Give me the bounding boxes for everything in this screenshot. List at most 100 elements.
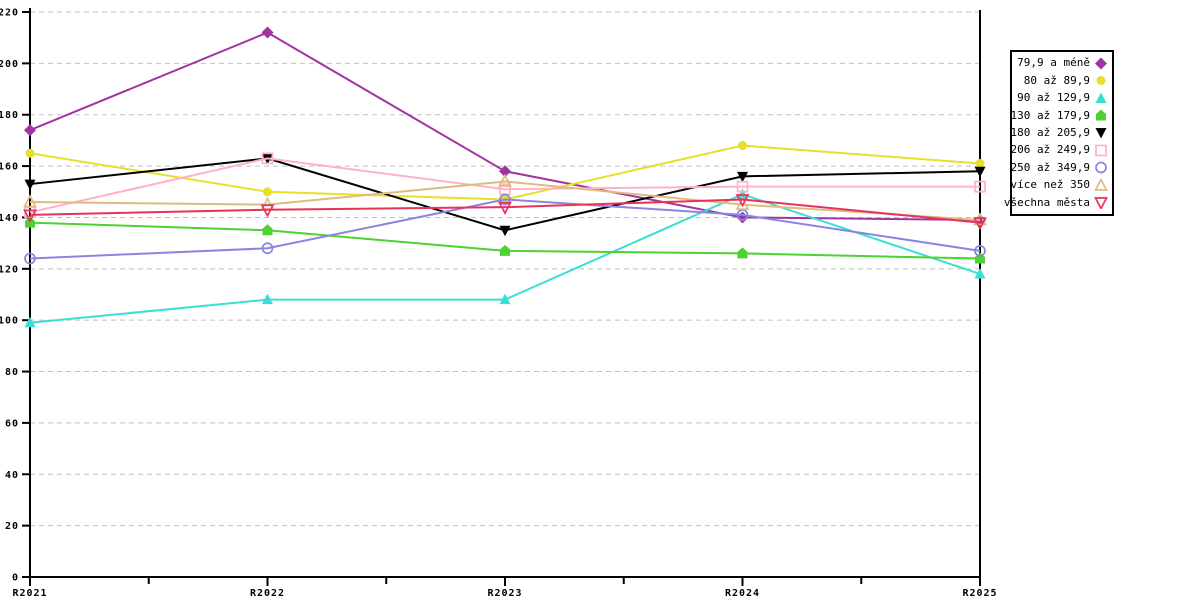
series-8	[23, 194, 987, 231]
data-point-marker	[1095, 128, 1107, 139]
legend-item: 80 až 89,9	[1016, 73, 1108, 89]
data-point-marker	[1095, 92, 1107, 103]
data-point-marker	[974, 166, 986, 178]
data-point-marker	[736, 180, 749, 193]
data-point-marker	[500, 244, 510, 256]
data-point-marker	[499, 293, 511, 305]
data-point-marker	[973, 212, 987, 226]
series-line	[29, 31, 981, 222]
y-tick-label: 220	[0, 8, 19, 19]
legend-label: všechna města	[1003, 195, 1090, 209]
x-tick-label: R2023	[487, 588, 522, 599]
legend-label: 206 až 249,9	[1010, 143, 1090, 157]
legend-label: 79,9 a méně	[1017, 56, 1090, 70]
triangle-up-marker-icon	[1094, 178, 1108, 191]
legend-item: 90 až 129,9	[1016, 90, 1108, 106]
triangle-down-marker-icon	[1095, 128, 1107, 139]
legend-label: 90 až 129,9	[1017, 91, 1090, 105]
x-tick-label: R2022	[250, 588, 285, 599]
data-point-marker	[738, 141, 747, 151]
data-point-marker	[24, 316, 36, 328]
legend-item: 180 až 205,9	[1011, 125, 1108, 141]
data-point-marker	[975, 159, 985, 169]
x-tick-label: R2024	[725, 588, 760, 599]
circle-marker-icon	[1096, 76, 1106, 86]
data-point-marker	[262, 293, 273, 305]
data-point-marker	[735, 196, 750, 210]
square-marker-icon	[1095, 144, 1107, 157]
data-point-marker	[263, 187, 272, 197]
y-tick-label: 100	[0, 316, 19, 327]
data-point-marker	[737, 188, 748, 199]
series-6	[24, 193, 986, 265]
triangle-down-marker-icon	[1094, 197, 1108, 210]
data-point-marker	[1096, 76, 1106, 86]
legend-item: 206 až 249,9	[1011, 142, 1108, 158]
data-point-marker	[737, 247, 748, 259]
legend-label: 250 až 349,9	[1010, 160, 1090, 174]
data-point-marker	[737, 171, 748, 183]
series-line	[29, 198, 981, 224]
data-point-marker	[1096, 109, 1106, 121]
data-point-marker	[24, 124, 36, 137]
series-line	[29, 198, 981, 260]
data-point-marker	[1094, 178, 1108, 191]
data-point-marker	[498, 173, 512, 187]
legend-item: více než 350	[1011, 177, 1108, 193]
series-line	[29, 157, 980, 214]
y-tick-label: 80	[5, 367, 19, 378]
legend-item: 130 až 179,9	[1011, 108, 1108, 124]
data-point-marker	[974, 244, 986, 257]
series-4	[24, 153, 986, 237]
data-point-marker	[1095, 144, 1107, 157]
data-point-marker	[262, 224, 273, 236]
triangle-up-marker-icon	[1095, 92, 1107, 103]
data-point-marker	[974, 180, 986, 193]
y-tick-label: 120	[0, 264, 19, 275]
data-point-marker	[974, 267, 986, 279]
data-point-marker	[499, 225, 511, 237]
y-tick-label: 40	[5, 470, 19, 481]
series-5	[24, 152, 986, 219]
data-point-marker	[499, 193, 511, 206]
data-point-marker	[24, 179, 36, 191]
y-tick-label: 140	[0, 213, 19, 224]
legend-box: 79,9 a méně 80 až 89,9 90 až 129,9 130 až 1…	[1004, 50, 1114, 216]
y-tick-label: 60	[5, 418, 19, 429]
y-tick-label: 160	[0, 162, 19, 173]
x-tick-label: R2021	[12, 588, 47, 599]
legend-item: všechna města	[1004, 195, 1108, 211]
data-point-marker	[499, 165, 511, 178]
legend-label: více než 350	[1010, 178, 1090, 192]
data-point-marker	[261, 152, 274, 165]
legend-item: 79,9 a méně	[1016, 55, 1108, 71]
series-line	[29, 180, 981, 222]
data-point-marker	[1095, 57, 1107, 70]
diamond-marker-icon	[1095, 57, 1107, 70]
data-point-marker	[261, 242, 274, 255]
x-tick-label: R2025	[962, 588, 997, 599]
legend-label: 80 až 89,9	[1023, 73, 1090, 87]
y-tick-label: 20	[5, 521, 19, 532]
data-point-marker	[260, 204, 275, 218]
data-point-marker	[973, 217, 987, 231]
legend-label: 130 až 179,9	[1010, 108, 1090, 122]
circle-marker-icon	[1095, 161, 1107, 174]
data-point-marker	[25, 148, 35, 158]
data-point-marker	[24, 252, 36, 265]
data-point-marker	[23, 209, 37, 223]
series-2	[24, 188, 986, 328]
data-point-marker	[735, 194, 750, 208]
y-tick-label: 180	[0, 110, 19, 121]
data-point-marker	[498, 201, 512, 216]
data-point-marker	[1094, 197, 1108, 210]
data-point-marker	[499, 183, 511, 196]
y-tick-label: 200	[0, 59, 19, 70]
data-point-marker	[23, 194, 37, 208]
data-point-marker	[261, 26, 274, 39]
legend-item: 250 až 349,9	[1011, 160, 1108, 176]
y-tick-label: 0	[12, 573, 19, 584]
series-3	[25, 216, 985, 264]
